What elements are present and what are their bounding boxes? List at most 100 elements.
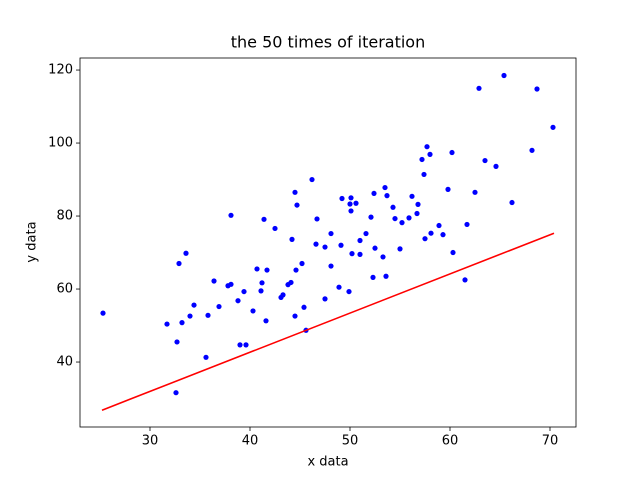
point (482, 157, 488, 164)
point (280, 292, 286, 298)
point (392, 215, 398, 222)
x-axis-label: x data (307, 455, 348, 470)
point (328, 230, 334, 237)
point (472, 189, 478, 195)
point (357, 251, 363, 257)
y-tick-label: 80 (56, 209, 73, 224)
point (336, 284, 342, 290)
point (338, 242, 344, 248)
point (348, 195, 354, 201)
point (382, 184, 388, 191)
point (100, 310, 106, 316)
point (254, 266, 260, 272)
point (211, 278, 217, 284)
point (353, 200, 359, 206)
point (372, 245, 378, 251)
point (293, 267, 299, 273)
point (294, 202, 300, 208)
point (339, 195, 345, 202)
point (462, 277, 468, 283)
point (415, 201, 421, 207)
point (371, 190, 377, 197)
point (363, 230, 369, 237)
fit-line (101, 232, 555, 411)
point (228, 212, 234, 218)
y-tick-label: 40 (56, 355, 73, 370)
point (259, 280, 265, 286)
point (383, 273, 389, 279)
x-tick-label: 70 (542, 434, 559, 449)
point (428, 230, 434, 236)
point (243, 342, 249, 348)
x-tick-label: 50 (342, 434, 359, 449)
point (370, 274, 376, 280)
point (237, 342, 243, 348)
point (427, 151, 433, 157)
point (464, 221, 470, 228)
point (187, 313, 193, 319)
point (292, 189, 298, 195)
point (179, 320, 185, 326)
point (322, 244, 328, 250)
point (183, 250, 189, 256)
point (258, 288, 264, 294)
point (368, 214, 374, 220)
x-tick-label: 30 (142, 434, 159, 449)
point (419, 156, 425, 163)
point (263, 318, 269, 324)
point (264, 267, 270, 273)
point (421, 171, 427, 178)
point (299, 260, 305, 267)
point (292, 313, 298, 319)
point (349, 251, 355, 257)
point (216, 303, 222, 310)
point (205, 312, 211, 318)
point (424, 144, 430, 150)
x-tick-label: 40 (242, 434, 259, 449)
point (235, 298, 241, 304)
point (450, 249, 456, 256)
plot-frame (79, 57, 577, 428)
point (309, 176, 315, 183)
point (301, 304, 307, 310)
point (173, 390, 179, 396)
point (534, 86, 540, 92)
point (261, 216, 267, 222)
point (347, 201, 353, 207)
point (493, 163, 499, 170)
point (529, 147, 535, 153)
point (414, 210, 420, 217)
point (176, 260, 182, 267)
point (314, 216, 320, 222)
point (406, 215, 412, 221)
chart-title: the 50 times of iteration (231, 33, 425, 52)
x-tick-label: 60 (442, 434, 459, 449)
point (250, 308, 256, 314)
point (399, 220, 405, 226)
point (436, 222, 442, 229)
point (509, 199, 515, 206)
point (440, 232, 446, 238)
point (289, 236, 295, 242)
point (397, 246, 403, 252)
point (449, 149, 455, 156)
point (422, 236, 428, 242)
y-tick-label: 60 (56, 282, 73, 297)
y-tick-label: 100 (48, 136, 73, 151)
point (384, 192, 390, 199)
point (164, 321, 170, 327)
point (191, 302, 197, 308)
point (322, 296, 328, 302)
point (203, 354, 209, 360)
point (241, 288, 247, 295)
point (348, 208, 354, 214)
point (313, 241, 319, 247)
point (174, 339, 180, 345)
point (409, 193, 415, 199)
point (476, 85, 482, 91)
point (380, 254, 386, 260)
point (346, 288, 352, 295)
y-tick-label: 120 (48, 63, 73, 78)
